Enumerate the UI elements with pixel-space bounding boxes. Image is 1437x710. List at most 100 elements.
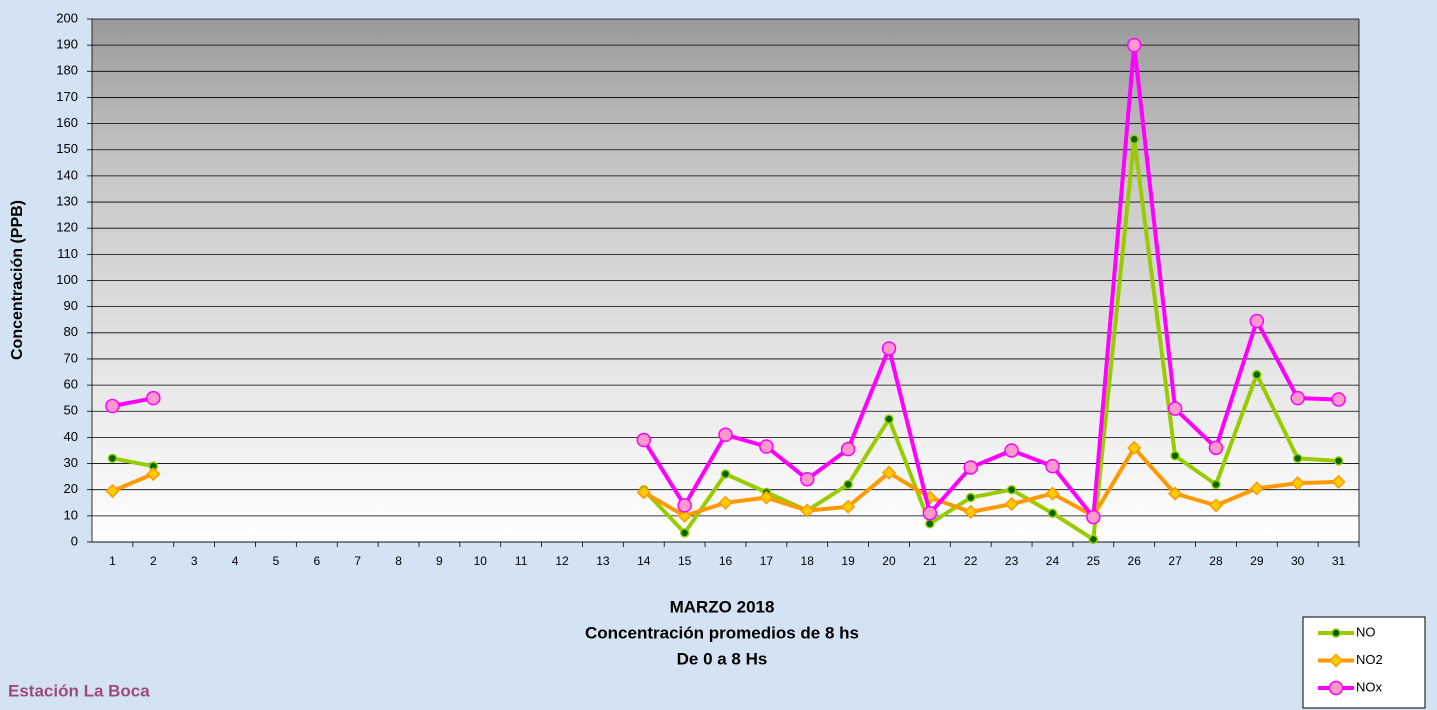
y-tick-label: 60 — [64, 377, 78, 392]
x-tick-label: 13 — [596, 554, 610, 568]
x-tick-label: 9 — [436, 554, 443, 568]
data-point — [718, 427, 733, 443]
data-point — [107, 453, 118, 464]
x-tick-label: 23 — [1005, 554, 1019, 568]
chart-title: MARZO 2018 — [670, 597, 775, 616]
x-tick-label: 26 — [1128, 554, 1142, 568]
x-tick-label: 5 — [273, 554, 280, 568]
data-point — [105, 483, 120, 499]
data-point — [1211, 479, 1221, 490]
data-point — [146, 390, 161, 406]
y-tick-label: 40 — [64, 429, 78, 444]
data-point — [1129, 134, 1139, 145]
data-point — [1167, 401, 1183, 416]
data-point — [843, 479, 853, 490]
x-tick-label: 3 — [191, 554, 198, 568]
data-point — [1045, 486, 1060, 501]
y-tick-label: 190 — [56, 37, 78, 52]
x-tick-label: 8 — [395, 554, 402, 568]
x-tick-label: 17 — [760, 554, 774, 568]
series-line — [112, 137, 1339, 542]
data-point — [1127, 440, 1142, 455]
data-point — [1249, 313, 1265, 329]
data-point — [965, 492, 976, 503]
data-point — [146, 466, 161, 482]
y-tick-label: 20 — [64, 481, 78, 496]
data-point — [841, 499, 856, 514]
y-tick-label: 150 — [56, 141, 78, 156]
legend-marker — [1328, 680, 1344, 696]
y-tick-label: 160 — [56, 115, 78, 130]
x-tick-label: 31 — [1332, 554, 1346, 568]
x-tick-label: 25 — [1087, 554, 1101, 568]
data-point — [881, 465, 897, 480]
x-tick-label: 22 — [964, 554, 978, 568]
x-tick-label: 15 — [678, 554, 692, 568]
data-point — [677, 498, 692, 513]
data-point — [1249, 481, 1264, 496]
legend-marker — [1331, 628, 1341, 638]
data-point — [105, 398, 120, 414]
data-point — [1168, 486, 1183, 501]
x-tick-label: 12 — [555, 554, 569, 568]
data-point — [1331, 474, 1346, 489]
data-point — [1004, 497, 1019, 512]
data-point — [1126, 37, 1142, 53]
legend-label: NO2 — [1356, 652, 1383, 667]
y-tick-label: 30 — [64, 455, 78, 470]
x-tick-label: 10 — [474, 554, 488, 568]
y-tick-label: 80 — [64, 324, 78, 339]
y-tick-label: 140 — [56, 167, 78, 182]
x-tick-label: 11 — [515, 554, 528, 568]
data-point — [679, 528, 690, 538]
y-tick-label: 200 — [56, 10, 78, 25]
y-tick-label: 100 — [56, 272, 78, 287]
x-tick-label: 14 — [637, 554, 651, 568]
legend-label: NOx — [1356, 679, 1383, 694]
x-tick-label: 20 — [882, 554, 896, 568]
data-point — [1086, 509, 1101, 525]
data-point — [884, 414, 894, 424]
data-point — [636, 432, 652, 448]
data-point — [925, 518, 935, 529]
series-line — [111, 445, 1339, 518]
data-point — [677, 508, 692, 523]
x-tick-label: 1 — [109, 554, 116, 568]
data-point — [1290, 476, 1305, 491]
legend-marker — [1328, 653, 1344, 668]
x-tick-label: 27 — [1168, 554, 1182, 568]
data-point — [1333, 456, 1344, 466]
data-point — [1208, 498, 1224, 513]
y-tick-label: 180 — [56, 63, 78, 78]
data-point — [1252, 369, 1262, 380]
x-tick-label: 29 — [1250, 554, 1264, 568]
x-tick-label: 16 — [719, 554, 733, 568]
y-tick-label: 70 — [64, 350, 78, 365]
legend-label: NO — [1356, 624, 1376, 639]
chart-subtitle: Concentración promedios de 8 hs — [585, 623, 859, 642]
x-tick-label: 2 — [150, 554, 157, 568]
data-point — [759, 439, 774, 454]
data-point — [1006, 484, 1017, 495]
x-tick-label: 6 — [313, 554, 320, 568]
y-tick-label: 50 — [64, 403, 78, 418]
y-tick-label: 130 — [56, 193, 78, 208]
data-point — [636, 485, 651, 500]
y-tick-label: 120 — [56, 220, 78, 235]
data-point — [881, 341, 897, 356]
y-tick-label: 10 — [64, 507, 78, 522]
data-point — [720, 469, 731, 479]
station-label: Estación La Boca — [8, 681, 150, 700]
data-point — [1170, 450, 1180, 461]
data-point — [1208, 440, 1224, 456]
data-point — [800, 503, 815, 518]
data-point — [718, 495, 733, 510]
x-tick-label: 19 — [841, 554, 855, 568]
data-point — [922, 505, 938, 521]
data-point — [1331, 392, 1346, 407]
y-tick-label: 170 — [56, 89, 78, 104]
data-point — [1088, 534, 1099, 545]
x-tick-label: 24 — [1046, 554, 1060, 568]
